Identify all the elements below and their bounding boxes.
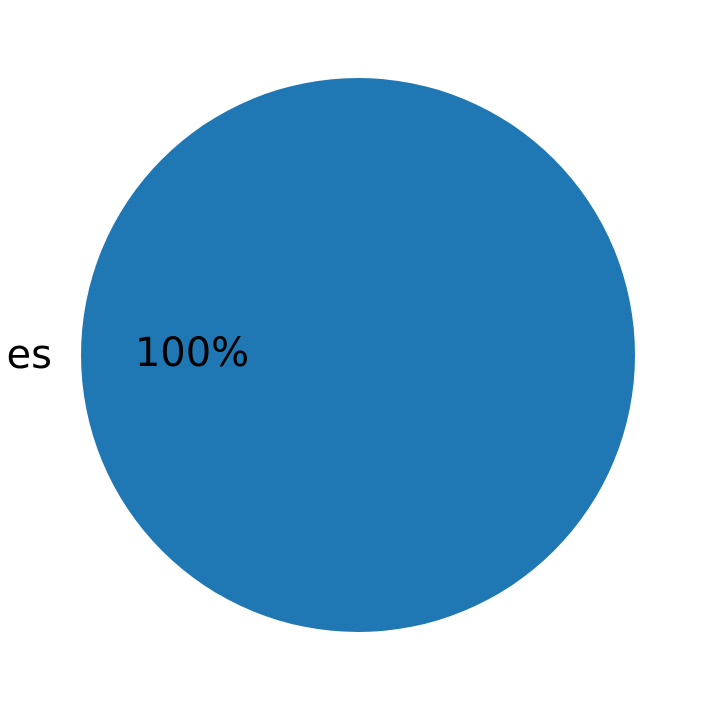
pie-slice — [81, 78, 635, 632]
pie-category-label: es — [6, 332, 52, 378]
pie-percentage-label: 100% — [134, 330, 250, 376]
